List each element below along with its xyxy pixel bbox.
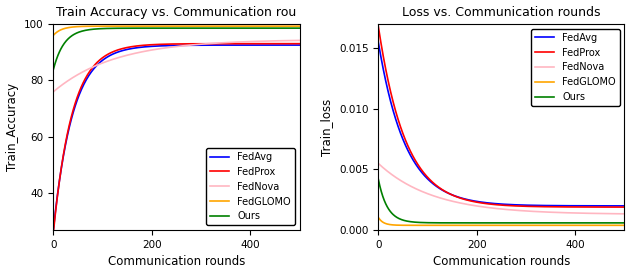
FedGLOMO <box>166 24 174 28</box>
FedAvg <box>375 41 382 44</box>
FedGLOMO <box>290 24 297 28</box>
FedGLOMO <box>196 24 203 28</box>
Line: FedProx: FedProx <box>379 26 624 207</box>
Line: FedGLOMO: FedGLOMO <box>54 26 300 35</box>
FedGLOMO <box>50 33 57 37</box>
FedNova <box>508 208 515 212</box>
FedAvg <box>166 44 174 47</box>
FedGLOMO <box>493 224 500 227</box>
FedProx <box>576 205 584 209</box>
FedGLOMO <box>251 24 259 28</box>
Ours <box>491 221 499 224</box>
FedProx <box>251 42 259 45</box>
FedProx <box>290 42 297 45</box>
FedNova <box>166 45 174 49</box>
FedProx <box>375 25 382 28</box>
FedAvg <box>576 204 584 207</box>
FedNova <box>375 162 382 165</box>
Ours <box>576 221 584 224</box>
FedProx <box>621 206 628 209</box>
FedGLOMO <box>296 24 304 28</box>
FedAvg <box>168 44 176 47</box>
FedProx <box>615 206 622 209</box>
Ours <box>296 27 304 30</box>
Ours <box>251 27 259 30</box>
FedGLOMO <box>508 224 515 227</box>
Ours <box>621 221 628 224</box>
FedAvg <box>196 44 203 47</box>
FedAvg <box>251 44 259 47</box>
FedAvg <box>521 204 529 207</box>
FedGLOMO <box>183 24 190 28</box>
FedProx <box>50 230 57 233</box>
FedProx <box>521 205 529 208</box>
Line: Ours: Ours <box>54 28 300 69</box>
FedProx <box>491 203 499 206</box>
Ours <box>375 178 382 181</box>
FedAvg <box>296 44 304 47</box>
Ours <box>521 221 529 224</box>
FedAvg <box>615 204 622 207</box>
Legend: FedAvg, FedProx, FedNova, FedGLOMO, Ours: FedAvg, FedProx, FedNova, FedGLOMO, Ours <box>531 29 619 106</box>
FedNova <box>621 212 628 215</box>
FedNova <box>196 43 203 46</box>
Legend: FedAvg, FedProx, FedNova, FedGLOMO, Ours: FedAvg, FedProx, FedNova, FedGLOMO, Ours <box>206 148 295 225</box>
FedNova <box>493 207 500 210</box>
FedAvg <box>290 44 297 47</box>
Ours <box>183 27 190 30</box>
FedNova <box>615 212 622 215</box>
FedAvg <box>183 44 190 47</box>
Line: FedNova: FedNova <box>379 163 624 214</box>
FedProx <box>166 42 174 46</box>
FedGLOMO <box>168 24 176 28</box>
FedGLOMO <box>616 224 623 227</box>
Line: FedAvg: FedAvg <box>54 45 300 229</box>
FedProx <box>168 42 176 46</box>
FedNova <box>168 45 176 49</box>
FedProx <box>196 42 203 45</box>
FedNova <box>290 39 297 42</box>
X-axis label: Communication rounds: Communication rounds <box>433 255 570 269</box>
FedAvg <box>493 202 500 206</box>
FedNova <box>491 207 499 210</box>
FedGLOMO <box>561 224 568 227</box>
FedAvg <box>508 203 515 206</box>
Line: FedProx: FedProx <box>54 44 300 232</box>
Line: FedAvg: FedAvg <box>379 42 624 206</box>
Ours <box>168 27 176 30</box>
FedGLOMO <box>375 216 382 219</box>
Ours <box>50 67 57 71</box>
FedAvg <box>621 204 628 207</box>
FedNova <box>50 90 57 93</box>
FedProx <box>183 42 190 45</box>
Title: Loss vs. Communication rounds: Loss vs. Communication rounds <box>402 5 600 19</box>
FedProx <box>493 203 500 206</box>
Ours <box>290 27 297 30</box>
X-axis label: Communication rounds: Communication rounds <box>108 255 245 269</box>
FedNova <box>296 39 304 42</box>
FedGLOMO <box>577 224 585 227</box>
FedAvg <box>50 227 57 230</box>
Ours <box>493 221 500 224</box>
Ours <box>196 27 203 30</box>
FedNova <box>251 40 259 43</box>
Ours <box>508 221 515 224</box>
Ours <box>615 221 622 224</box>
FedProx <box>508 204 515 207</box>
FedNova <box>576 212 584 215</box>
Line: FedGLOMO: FedGLOMO <box>379 218 624 225</box>
Line: Ours: Ours <box>379 179 624 223</box>
Y-axis label: Train_loss: Train_loss <box>321 98 333 156</box>
FedNova <box>183 44 190 47</box>
Y-axis label: Train_Accuracy: Train_Accuracy <box>6 83 18 171</box>
FedGLOMO <box>491 224 499 227</box>
FedGLOMO <box>521 224 529 227</box>
FedProx <box>296 42 304 45</box>
Line: FedNova: FedNova <box>54 40 300 92</box>
Ours <box>166 27 174 30</box>
FedNova <box>521 209 529 213</box>
Title: Train Accuracy vs. Communication rou: Train Accuracy vs. Communication rou <box>57 5 297 19</box>
FedGLOMO <box>621 224 628 227</box>
FedAvg <box>491 202 499 205</box>
